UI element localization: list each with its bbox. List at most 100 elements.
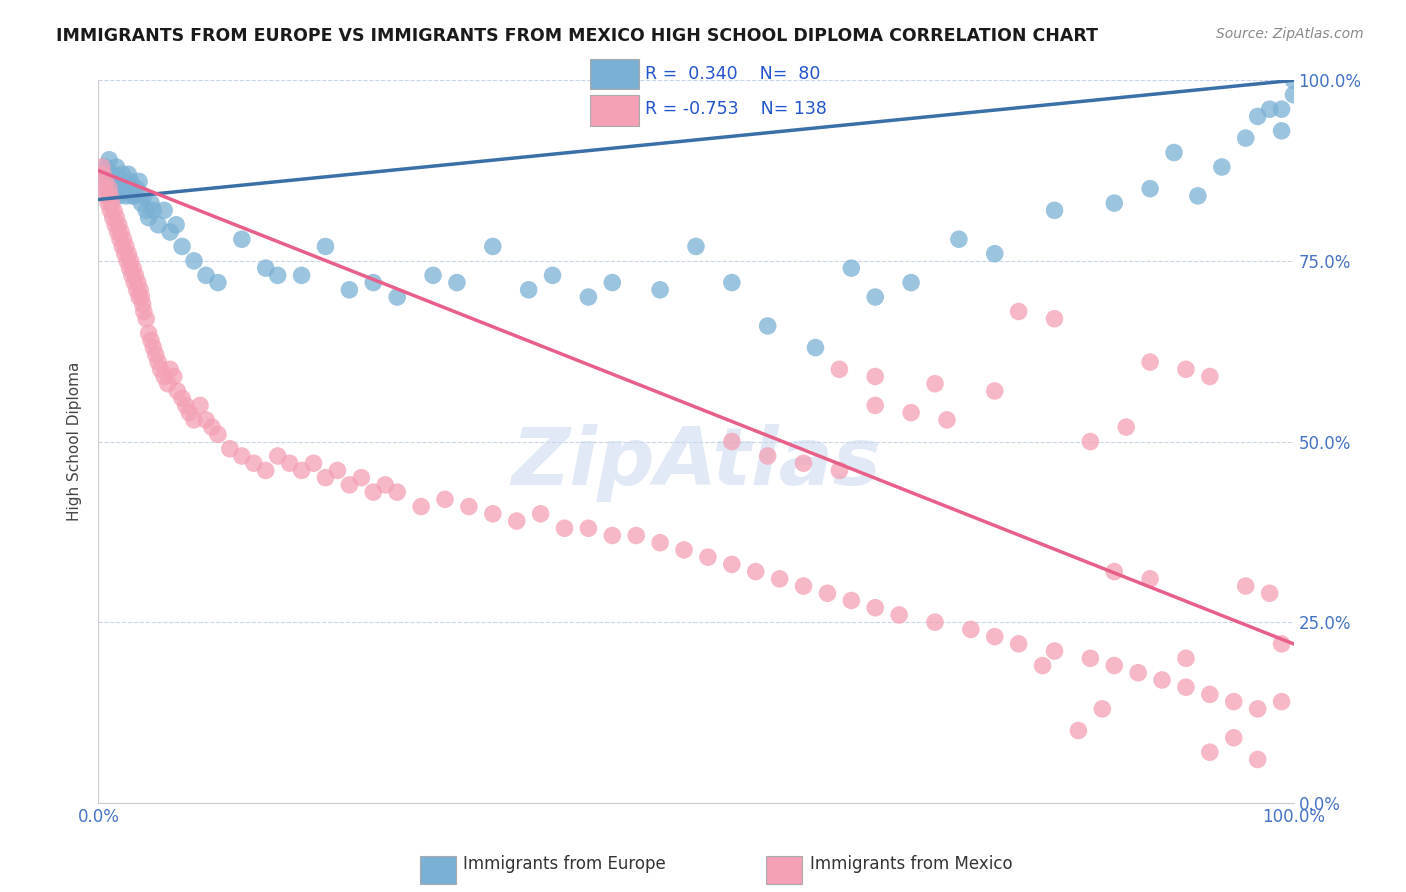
FancyBboxPatch shape [420,855,456,885]
Point [984,384,1007,398]
Point [506,514,529,528]
Point [148,355,170,369]
FancyBboxPatch shape [766,855,803,885]
Point [1080,651,1102,665]
Point [120,174,142,188]
Point [195,413,218,427]
Point [315,239,337,253]
Point [142,203,165,218]
Point [721,276,744,290]
Point [1043,203,1066,218]
Point [135,203,157,218]
Point [231,449,253,463]
Point [984,246,1007,260]
Point [166,384,188,398]
Point [648,535,672,549]
Point [107,189,129,203]
Point [828,362,851,376]
Point [124,189,146,203]
Point [1234,579,1257,593]
Point [207,276,229,290]
Point [107,182,129,196]
Point [1271,102,1294,116]
Point [131,290,153,304]
Point [1271,637,1294,651]
Point [721,558,744,572]
Point [138,326,160,340]
Point [865,290,887,304]
Point [960,623,983,637]
Point [554,521,576,535]
Point [1104,658,1126,673]
Point [112,182,135,196]
Point [291,268,314,283]
Point [117,167,139,181]
FancyBboxPatch shape [589,59,640,89]
Point [315,470,337,484]
Point [135,311,157,326]
Point [128,174,150,188]
Point [159,225,181,239]
Point [132,304,155,318]
Point [114,174,136,188]
Point [111,167,134,181]
Point [865,600,887,615]
Point [183,413,205,427]
Point [1199,369,1222,384]
Point [97,182,120,196]
Point [195,268,218,283]
Point [1175,362,1198,376]
Point [1223,695,1246,709]
Point [889,607,911,622]
Point [108,174,131,188]
Point [422,268,444,283]
Point [291,463,314,477]
Point [1008,304,1031,318]
Point [100,196,122,211]
Point [815,586,838,600]
Point [685,239,707,253]
Text: Source: ZipAtlas.com: Source: ZipAtlas.com [1216,27,1364,41]
Point [648,283,672,297]
Point [602,276,624,290]
Point [125,283,148,297]
Point [124,268,146,283]
Point [139,196,162,211]
Point [385,485,409,500]
Y-axis label: High School Diploma: High School Diploma [67,362,83,521]
Point [254,261,277,276]
Point [745,565,768,579]
Point [1152,673,1174,687]
Point [804,341,827,355]
Point [828,463,851,477]
Point [98,153,121,167]
Point [91,167,114,181]
Point [98,189,122,203]
Text: ZipAtlas: ZipAtlas [510,425,882,502]
Point [434,492,457,507]
Point [125,182,148,196]
Point [115,189,138,203]
Point [1211,160,1233,174]
Point [948,232,970,246]
Point [865,369,887,384]
Point [1043,644,1066,658]
Point [104,174,127,188]
Point [101,211,124,225]
Point [1139,572,1161,586]
Point [153,369,176,384]
Point [458,500,481,514]
Point [163,369,186,384]
Point [115,239,138,253]
Point [1115,420,1137,434]
Point [114,246,136,260]
Point [1091,702,1114,716]
Point [1008,637,1031,651]
Point [94,174,117,188]
Point [721,434,744,449]
Point [107,218,129,232]
Point [578,521,600,535]
Point [756,318,779,333]
Point [1282,87,1305,102]
Point [1271,695,1294,709]
